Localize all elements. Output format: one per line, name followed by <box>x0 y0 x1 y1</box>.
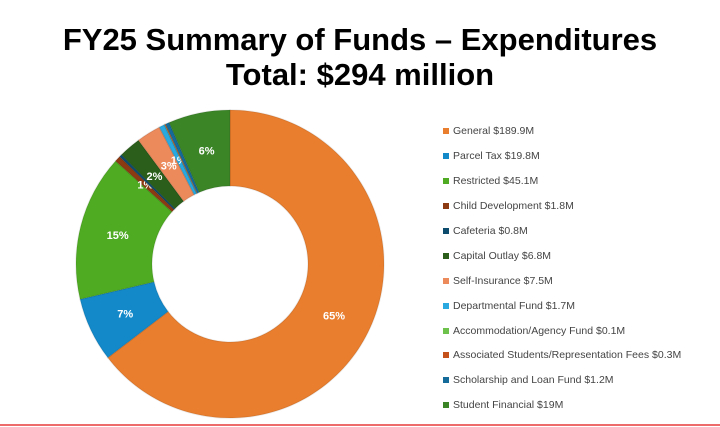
legend-label: Parcel Tax $19.8M <box>453 150 540 163</box>
legend-item: Capital Outlay $6.8M <box>443 243 681 268</box>
legend-item: Departmental Fund $1.7M <box>443 293 681 318</box>
slice-2 <box>75 159 174 301</box>
subtitle-line: Total: $294 million <box>225 57 495 92</box>
legend-item: Scholarship and Loan Fund $1.2M <box>443 368 681 393</box>
legend-swatch <box>443 252 449 259</box>
legend-label: Student Financial $19M <box>453 399 564 412</box>
legend-item: General $189.9M <box>443 119 681 144</box>
legend-label: Accommodation/Agency Fund $0.1M <box>453 324 626 337</box>
legend-swatch <box>443 377 449 384</box>
slice-8 <box>163 123 198 195</box>
legend-label: Child Development $1.8M <box>453 200 574 213</box>
slice-5 <box>120 139 185 210</box>
legend-swatch <box>443 153 449 160</box>
donut-chart: 65%7%15%1%2%3%1%6% <box>75 109 385 419</box>
legend-label: Self-Insurance $7.5M <box>453 274 553 287</box>
legend-swatch <box>443 203 449 210</box>
legend-label: Restricted $45.1M <box>453 175 539 188</box>
data-label-11: 6% <box>199 145 215 157</box>
data-label-6: 3% <box>161 161 177 173</box>
slice-6 <box>137 126 196 203</box>
slice-9 <box>163 123 199 195</box>
legend-label: Capital Outlay $6.8M <box>453 249 552 262</box>
chart-title: FY25 Summary of Funds – Expenditures Tot… <box>0 22 720 92</box>
legend-label: Cafeteria $0.8M <box>453 225 528 237</box>
legend-swatch <box>443 352 449 359</box>
legend-swatch <box>443 178 449 185</box>
divider-line <box>0 424 720 426</box>
legend-label: Associated Students/Representation Fees … <box>453 349 682 362</box>
legend-item: Associated Students/Representation Fees … <box>443 343 681 368</box>
legend-item: Self-Insurance $7.5M <box>443 268 681 293</box>
legend-item: Cafeteria $0.8M <box>443 219 681 244</box>
legend-label: Scholarship and Loan Fund $1.2M <box>453 374 614 387</box>
legend-swatch <box>443 228 449 234</box>
legend-item: Accommodation/Agency Fund $0.1M <box>443 318 681 343</box>
legend: General $189.9M Parcel Tax $19.8M Restrict… <box>443 119 681 418</box>
legend-item: Restricted $45.1M <box>443 169 681 194</box>
legend-swatch <box>443 302 449 309</box>
legend-label: General $189.9M <box>453 125 535 138</box>
legend-swatch <box>443 128 449 135</box>
legend-item: Student Financial $19M <box>443 393 681 418</box>
legend-swatch <box>443 327 449 334</box>
slice-0 <box>106 109 385 419</box>
data-label-5: 2% <box>146 171 162 183</box>
slice-10 <box>164 121 201 195</box>
data-label-0: 65% <box>323 310 345 322</box>
data-label-2: 15% <box>107 230 129 242</box>
slice-11 <box>168 109 231 194</box>
legend-swatch <box>443 402 449 409</box>
data-label-1: 7% <box>117 309 133 321</box>
slice-7 <box>158 123 198 196</box>
legend-swatch <box>443 277 449 284</box>
title-line: FY25 Summary of Funds – Expenditures <box>62 22 658 57</box>
legend-item: Parcel Tax $19.8M <box>443 144 681 169</box>
legend-label: Departmental Fund $1.7M <box>453 299 575 312</box>
legend-item: Child Development $1.8M <box>443 194 681 219</box>
